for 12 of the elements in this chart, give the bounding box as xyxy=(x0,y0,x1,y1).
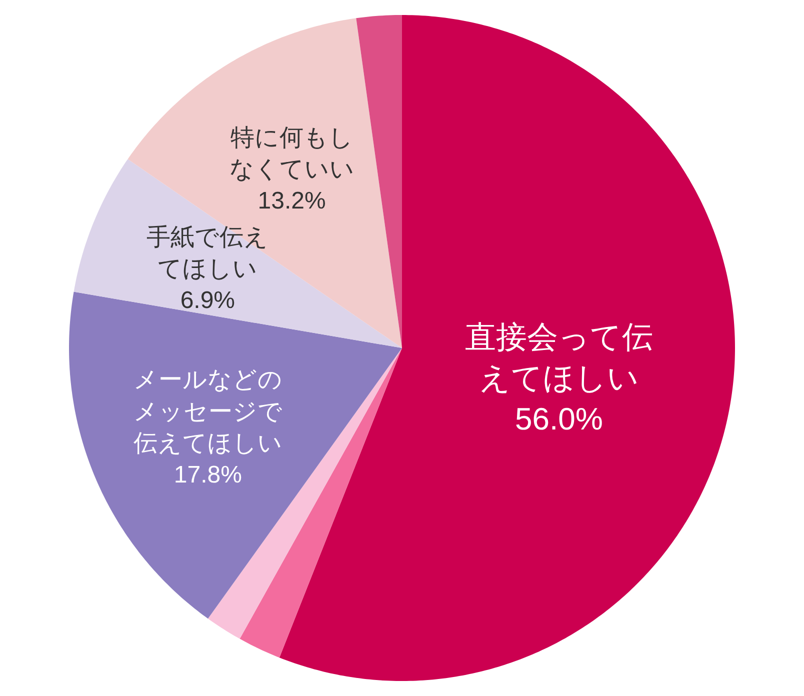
slice-label: 直接会って伝えてほしい xyxy=(465,320,654,396)
data-label: 6.9% xyxy=(180,287,236,314)
data-label: 13.2% xyxy=(258,188,326,215)
slice-label: メールなどのメッセージで伝えてほしい xyxy=(133,366,282,458)
data-label: 56.0% xyxy=(515,401,603,436)
pie-slice xyxy=(69,292,402,619)
slice-label: 手紙で伝えてほしい xyxy=(146,224,269,282)
pie-slice xyxy=(74,159,402,348)
pie-slice xyxy=(356,15,402,348)
pie-slice xyxy=(128,18,402,348)
slice-label: 特に何もしなくていい xyxy=(229,124,354,183)
data-label: 17.8% xyxy=(174,462,242,489)
